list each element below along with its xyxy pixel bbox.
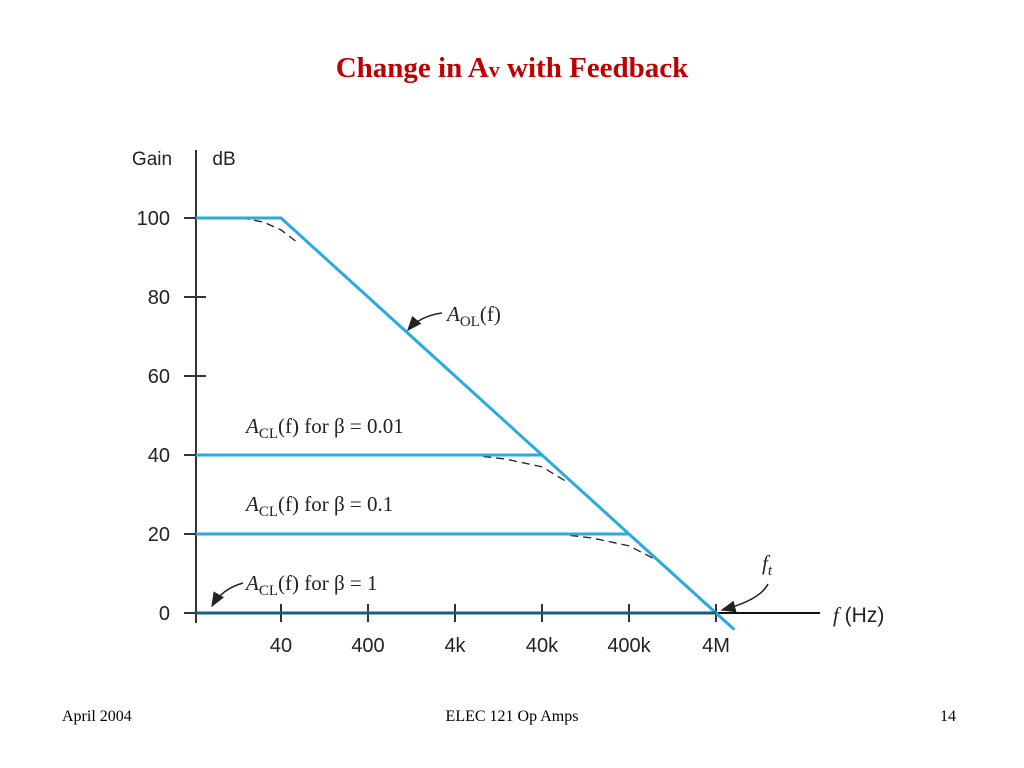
series-label-aol: AOL(f) bbox=[445, 302, 501, 330]
series-label-acl-0-01: ACL(f) for β = 0.01 bbox=[244, 414, 404, 442]
footer-course: ELEC 121 Op Amps bbox=[445, 708, 579, 725]
x-tick-label: 4M bbox=[702, 635, 730, 657]
y-tick-label: 0 bbox=[159, 603, 170, 625]
aol-arrow bbox=[407, 312, 443, 332]
y-tick-label: 20 bbox=[148, 524, 170, 546]
dashed-response-curve bbox=[241, 217, 297, 243]
series-label-acl-1: ACL(f) for β = 1 bbox=[244, 571, 378, 599]
footer-date: April 2004 bbox=[62, 708, 132, 725]
y-tick-label: 80 bbox=[148, 287, 170, 309]
title-subscript: v bbox=[488, 57, 500, 82]
title-prefix: Change in A bbox=[335, 52, 489, 84]
x-tick-label: 40k bbox=[526, 635, 559, 657]
y-tick-label: 40 bbox=[148, 445, 170, 467]
gain-frequency-chart: Gain dB 0 20 40 60 80 100 40 400 4k 40k 400k 4M f (Hz)… bbox=[132, 149, 884, 657]
footer-page-number: 14 bbox=[940, 708, 956, 725]
ft-arrow bbox=[720, 583, 769, 613]
x-tick-label: 40 bbox=[270, 635, 292, 657]
y-axis-label-unit: dB bbox=[212, 149, 235, 170]
ft-annotation-label: ft bbox=[762, 551, 773, 579]
y-tick-label: 60 bbox=[148, 366, 170, 388]
slide-title: Change in Av with Feedback bbox=[0, 52, 1024, 85]
series-label-acl-0-1: ACL(f) for β = 0.1 bbox=[244, 492, 393, 520]
y-tick-label: 100 bbox=[137, 208, 170, 230]
title-suffix: with Feedback bbox=[499, 52, 689, 84]
x-tick-label: 400 bbox=[351, 635, 384, 657]
series-line-0 bbox=[196, 216, 736, 631]
acl-1-arrow bbox=[211, 582, 244, 608]
x-tick-label: 400k bbox=[607, 635, 651, 657]
y-axis-label-gain: Gain bbox=[132, 149, 172, 170]
dashed-response-curve bbox=[557, 533, 660, 563]
x-tick-label: 4k bbox=[444, 635, 466, 657]
x-axis-label: f (Hz) bbox=[833, 603, 884, 627]
dashed-response-curve bbox=[470, 454, 569, 484]
